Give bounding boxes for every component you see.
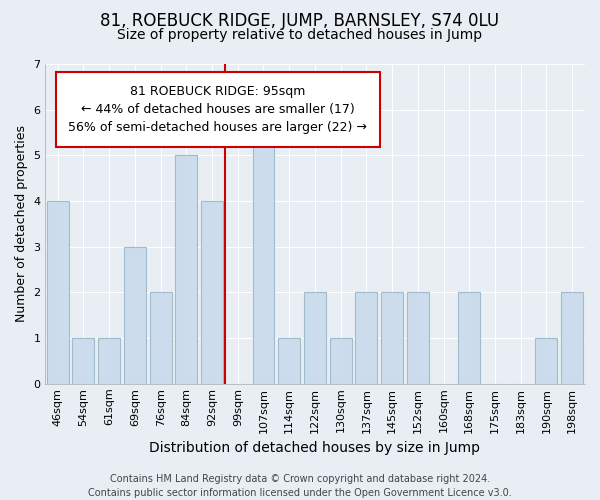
Bar (407, 292, 429, 384)
Bar (330, 338, 352, 384)
Bar (73, 338, 94, 384)
Bar (98, 338, 120, 384)
Bar (278, 338, 300, 384)
Bar (175, 156, 197, 384)
Bar (304, 292, 326, 384)
Bar (47, 201, 68, 384)
X-axis label: Distribution of detached houses by size in Jump: Distribution of detached houses by size … (149, 441, 481, 455)
Bar (381, 292, 403, 384)
FancyBboxPatch shape (56, 72, 380, 147)
Text: 81, ROEBUCK RIDGE, JUMP, BARNSLEY, S74 0LU: 81, ROEBUCK RIDGE, JUMP, BARNSLEY, S74 0… (100, 12, 500, 30)
Bar (458, 292, 480, 384)
Text: Size of property relative to detached houses in Jump: Size of property relative to detached ho… (118, 28, 482, 42)
Bar (253, 110, 274, 384)
Bar (561, 292, 583, 384)
Bar (149, 292, 172, 384)
Text: Contains HM Land Registry data © Crown copyright and database right 2024.
Contai: Contains HM Land Registry data © Crown c… (88, 474, 512, 498)
Text: 81 ROEBUCK RIDGE: 95sqm
← 44% of detached houses are smaller (17)
56% of semi-de: 81 ROEBUCK RIDGE: 95sqm ← 44% of detache… (68, 85, 367, 134)
Bar (201, 201, 223, 384)
Bar (124, 246, 146, 384)
Bar (355, 292, 377, 384)
Y-axis label: Number of detached properties: Number of detached properties (15, 125, 28, 322)
Bar (535, 338, 557, 384)
